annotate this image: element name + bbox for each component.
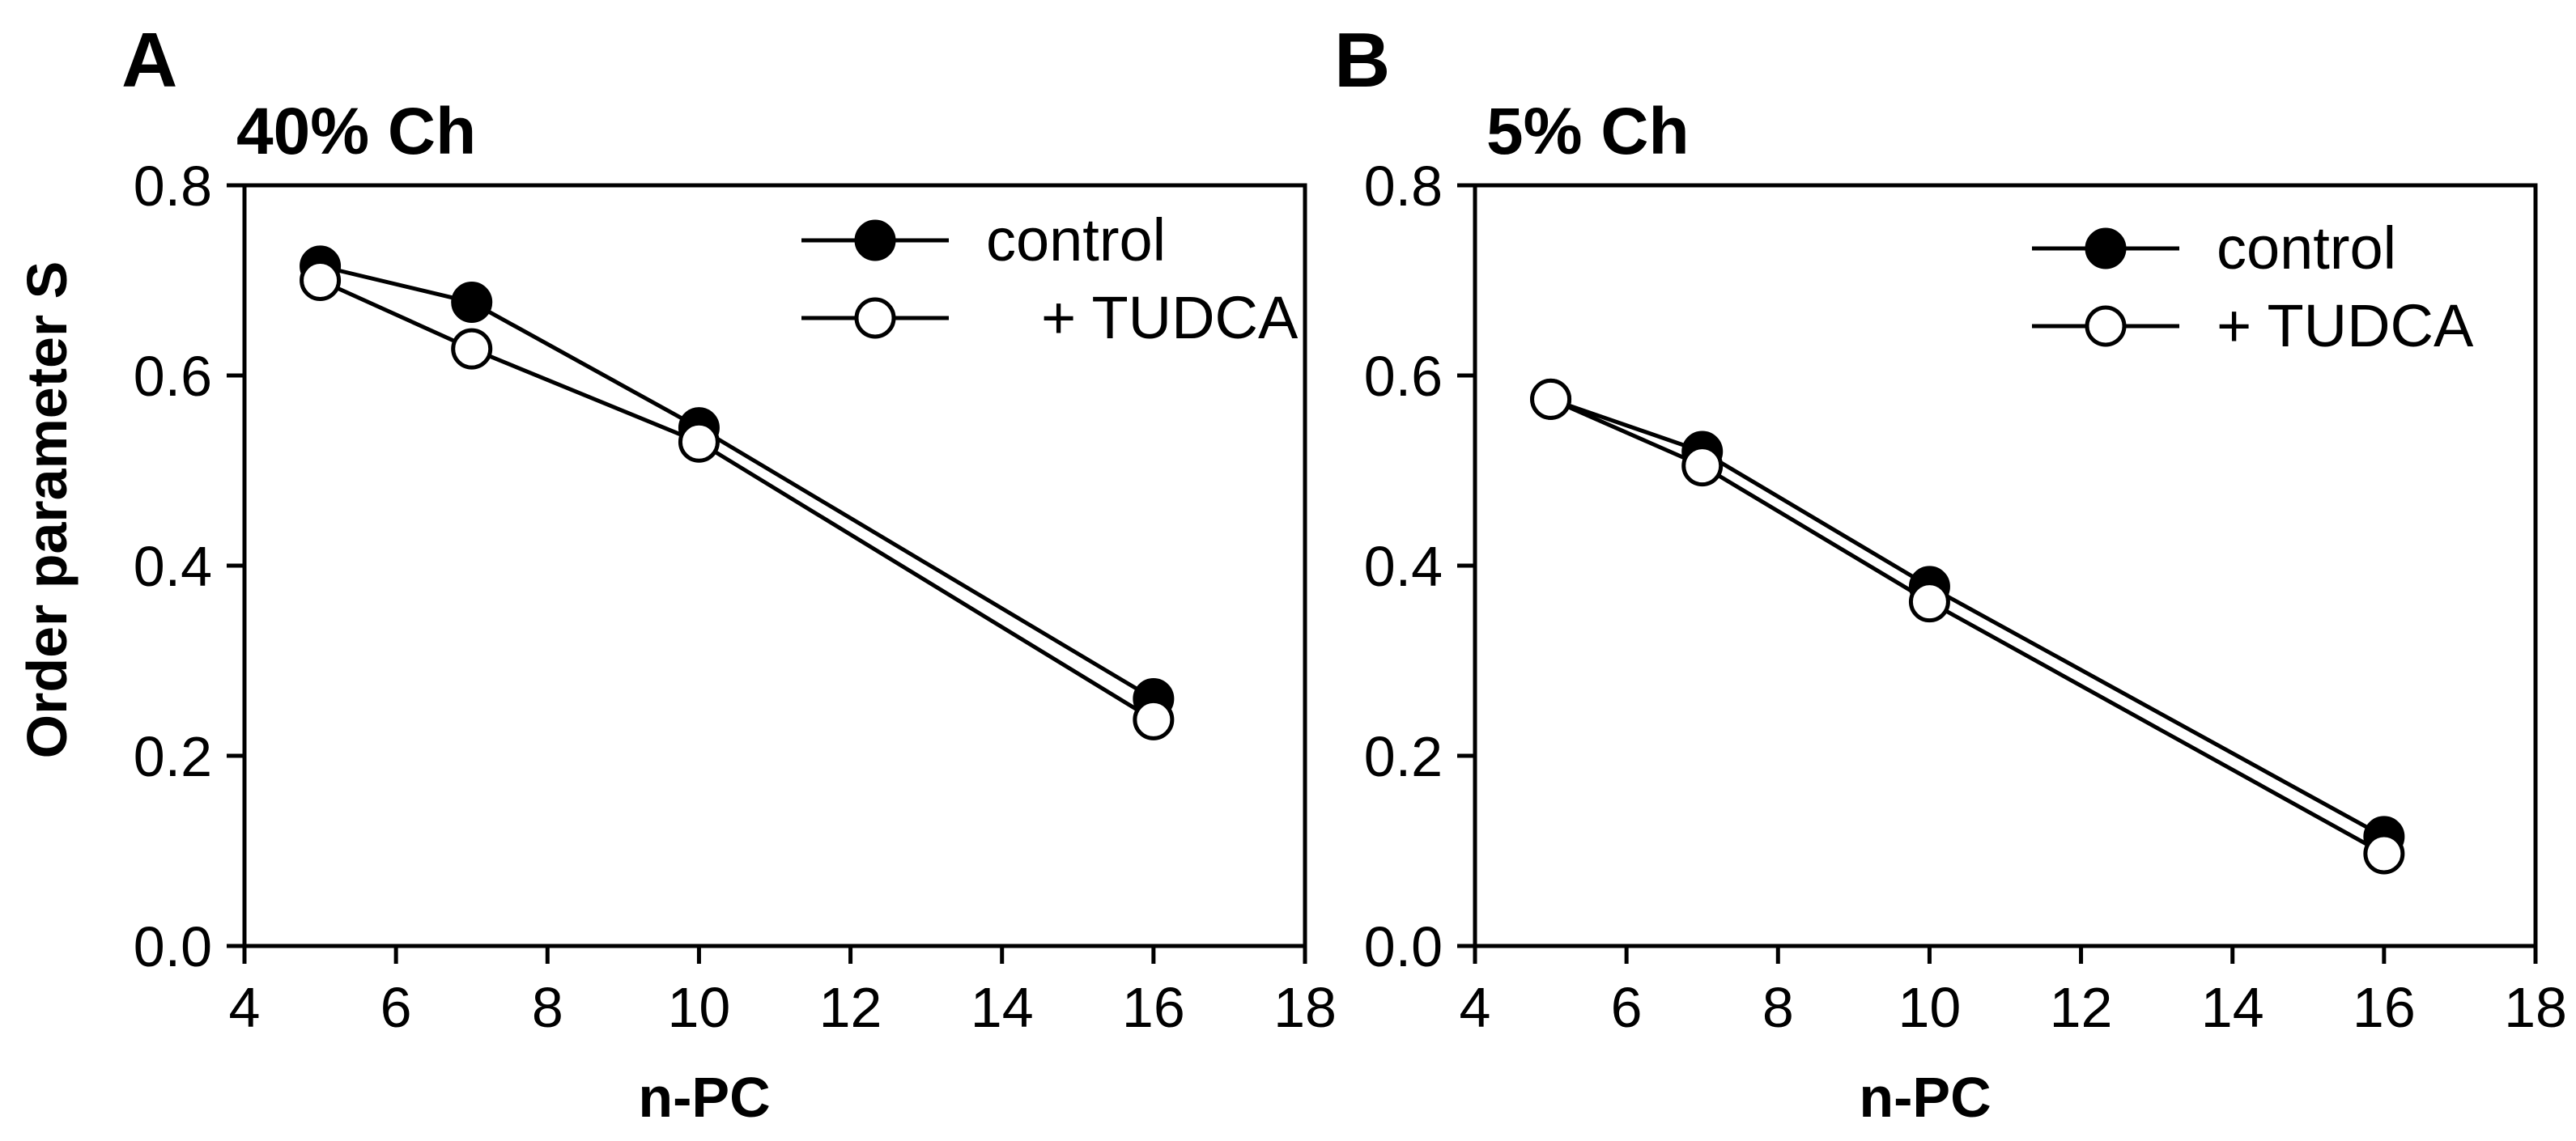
panel-b-y-tick-label: 0.8: [1364, 155, 1443, 218]
panel-b-x-tick-label: 8: [1762, 976, 1794, 1039]
legend-marker-tudca: [2085, 305, 2127, 347]
panel-a-x-tick-label: 10: [667, 976, 730, 1039]
panel-b-legend: control + TUDCA: [2032, 214, 2474, 359]
legend-marker-control: [2085, 227, 2127, 269]
panel-a-x-tick-label: 18: [1273, 976, 1337, 1039]
panel-b-point-tudca: [1908, 581, 1950, 623]
panel-b-marks: [1530, 378, 2405, 875]
panel-a-series-line-control: [319, 264, 1155, 701]
legend-label-tudca: + TUDCA: [1041, 284, 1299, 351]
panel-a-x-tick-label: 8: [532, 976, 563, 1039]
panel-a-point-tudca: [678, 421, 720, 463]
panel-b-title: 5% Ch: [1486, 95, 1690, 168]
panel-a-y-tick-label: 0.6: [134, 345, 212, 408]
panel-a-marks: [300, 245, 1175, 740]
panel-b-ticks: 4 6 8 10 12 14 16 18 0.0 0.2 0.4 0.6 0.8: [1364, 155, 2567, 1039]
panel-b-y-tick-label: 0.0: [1364, 915, 1443, 978]
panel-a-y-tick-label: 0.0: [134, 915, 212, 978]
panel-b-series-line-control: [1549, 397, 2386, 839]
panel-b-series-line-tudca: [1549, 397, 2386, 856]
legend-marker-control: [854, 219, 896, 261]
panel-a-point-tudca: [1133, 698, 1175, 740]
panel-a-y-axis-label: Order parameter S: [15, 261, 79, 759]
panel-a-x-tick-label: 16: [1122, 976, 1185, 1039]
panel-a-plot-frame: [242, 183, 1307, 948]
panel-b-x-tick-label: 16: [2353, 976, 2416, 1039]
panel-b: B 5% Ch n-PC 4 6 8 10 12 14 16 18 0.0 0.2 0.4 0.6 0.…: [1334, 17, 2567, 1129]
legend-label-tudca: + TUDCA: [2217, 292, 2474, 359]
panel-b-x-tick-label: 18: [2504, 976, 2567, 1039]
panel-b-point-tudca: [1530, 378, 1572, 420]
panel-b-x-tick-label: 10: [1898, 976, 1961, 1039]
legend-label-control: control: [2217, 214, 2396, 282]
panel-a-letter: A: [121, 17, 177, 104]
panel-b-y-tick-label: 0.6: [1364, 345, 1443, 408]
panel-b-point-tudca: [2363, 833, 2405, 875]
panel-a-point-tudca: [300, 260, 342, 301]
panel-a-y-tick-label: 0.8: [134, 155, 212, 218]
panel-b-letter: B: [1334, 17, 1390, 104]
panel-a-x-tick-label: 14: [971, 976, 1034, 1039]
panel-a-x-tick-label: 12: [819, 976, 882, 1039]
panel-a-point-control: [451, 282, 493, 324]
panel-a-legend: control + TUDCA: [801, 206, 1299, 351]
panel-a-y-tick-label: 0.4: [134, 535, 212, 598]
panel-b-point-tudca: [1681, 445, 1724, 487]
panel-b-x-tick-label: 14: [2201, 976, 2264, 1039]
panel-b-plot-frame: [1473, 183, 2538, 948]
panel-a-x-axis-label: n-PC: [638, 1066, 770, 1129]
panel-a-point-tudca: [451, 328, 493, 370]
legend-label-control: control: [986, 206, 1166, 274]
panel-a-y-tick-label: 0.2: [134, 725, 212, 788]
panel-a: A 40% Ch Order parameter S n-PC 4 6 8 10 12 1…: [15, 17, 1337, 1129]
panel-b-x-axis-label: n-PC: [1859, 1066, 1991, 1129]
panel-b-y-tick-label: 0.4: [1364, 535, 1443, 598]
panel-a-title: 40% Ch: [236, 95, 476, 168]
legend-marker-tudca: [854, 297, 896, 339]
panel-a-series-line-tudca: [319, 278, 1155, 722]
panel-b-y-tick-label: 0.2: [1364, 725, 1443, 788]
panel-a-x-tick-label: 6: [380, 976, 412, 1039]
panel-b-x-tick-label: 6: [1611, 976, 1643, 1039]
panel-b-x-tick-label: 4: [1460, 976, 1491, 1039]
panel-b-x-tick-label: 12: [2050, 976, 2113, 1039]
panel-a-ticks: 4 6 8 10 12 14 16 18 0.0 0.2 0.4 0.6 0.8: [134, 155, 1337, 1039]
panel-a-x-tick-label: 4: [229, 976, 261, 1039]
